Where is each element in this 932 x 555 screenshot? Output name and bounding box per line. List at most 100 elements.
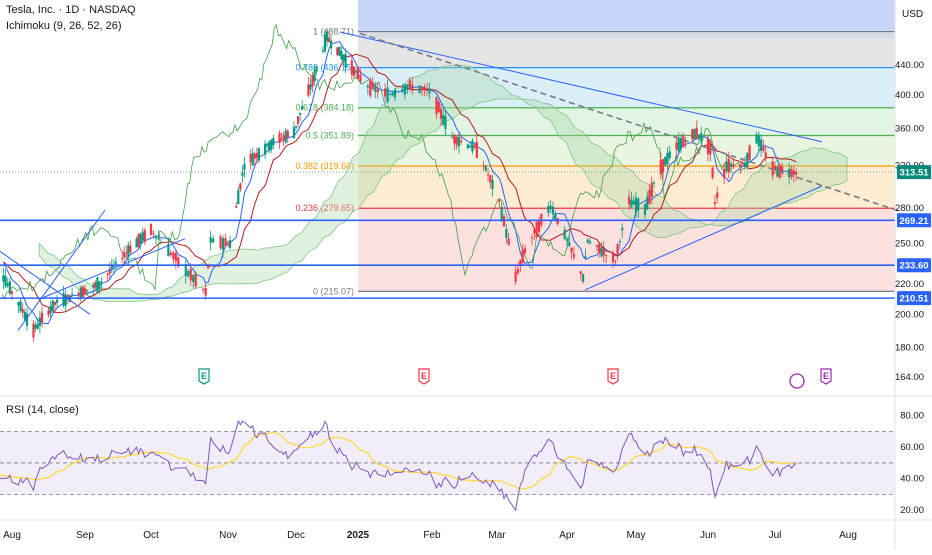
candle-body: [706, 138, 710, 155]
candle-body: [439, 109, 443, 119]
candle-body: [423, 86, 426, 91]
candle-body: [634, 197, 638, 213]
candle-body: [282, 135, 285, 139]
candle-body: [675, 142, 678, 150]
earnings-letter-3: E: [823, 371, 829, 381]
time-label-1: Sep: [76, 530, 94, 541]
candle-body: [792, 170, 795, 175]
candle-body: [668, 151, 671, 159]
candle-body: [388, 93, 392, 95]
candle-body: [652, 182, 656, 184]
candle-body: [219, 236, 222, 249]
candle-body: [189, 269, 192, 281]
symbol-title[interactable]: Tesla, Inc. · 1D · NASDAQ: [6, 4, 136, 16]
candle-body: [586, 239, 589, 243]
candle-body: [64, 294, 67, 307]
candle-body: [572, 253, 575, 258]
candle-body: [36, 323, 39, 329]
fib-label-5: 0.236 (279.65): [295, 203, 354, 213]
candle-body: [211, 238, 215, 243]
candle-body: [598, 243, 601, 253]
candle-body: [108, 269, 111, 274]
candle-body: [55, 299, 59, 304]
price-tick-9: 164.00: [895, 372, 924, 383]
time-label-5: 2025: [347, 530, 370, 541]
candle-body: [62, 293, 65, 306]
candle-body: [4, 276, 7, 287]
candle-body: [605, 255, 608, 257]
candle-body: [650, 182, 653, 197]
fib-zone-4: [358, 165, 895, 209]
candle-body: [81, 286, 84, 298]
candle-body: [600, 247, 603, 257]
candle-body: [172, 252, 175, 260]
price-tick-2: 360.00: [895, 123, 924, 134]
candle-body: [393, 89, 397, 98]
candle-body: [325, 31, 329, 42]
candle-body: [582, 274, 585, 282]
candle-body: [502, 216, 506, 227]
projected-trendline: [359, 32, 901, 213]
candle-body: [442, 115, 445, 125]
rsi-title[interactable]: RSI (14, close): [6, 404, 79, 416]
candle-body: [311, 75, 314, 87]
earnings-letter-2: E: [610, 371, 616, 381]
candle-body: [764, 152, 767, 159]
early-downtrend-line: [0, 250, 91, 315]
candle-body: [92, 284, 95, 288]
candle-body: [475, 141, 478, 158]
candle-body: [697, 134, 701, 139]
candle-body: [241, 172, 244, 176]
candle-body: [235, 206, 238, 208]
candle-body: [551, 206, 555, 215]
candle-body: [376, 89, 379, 93]
candle-body: [727, 158, 730, 173]
candle-body: [535, 221, 538, 238]
candle-body: [453, 134, 456, 144]
candle-body: [356, 67, 360, 79]
candle-body: [713, 202, 717, 204]
candle-body: [301, 106, 304, 110]
candle-body: [202, 289, 205, 291]
indicator-label[interactable]: Ichimoku (9, 26, 52, 26): [6, 20, 122, 32]
candle-body: [684, 141, 687, 143]
ichimoku-base-line: [3, 53, 797, 314]
candle-body: [359, 75, 362, 82]
candle-body: [521, 249, 524, 263]
candle-body: [280, 138, 283, 140]
fib-zone-1: [358, 67, 895, 108]
rsi-ma-line: [0, 431, 797, 490]
time-label-0: Aug: [3, 530, 21, 541]
candle-body: [523, 248, 527, 254]
candle-body: [354, 71, 358, 73]
rsi-tick-2: 40.00: [900, 474, 924, 485]
candle-body: [49, 305, 52, 314]
rsi-pane: [0, 419, 895, 512]
candle-body: [780, 166, 784, 174]
candle-body: [507, 238, 510, 245]
candle-body: [83, 288, 87, 295]
candle-body: [435, 97, 438, 115]
candle-body: [628, 196, 631, 205]
candle-body: [732, 164, 735, 168]
candle-body: [614, 261, 617, 263]
candle-body: [286, 130, 289, 138]
currency-label[interactable]: USD: [902, 9, 924, 20]
candle-body: [6, 283, 9, 286]
candle-body: [169, 252, 172, 256]
candle-body: [755, 134, 758, 144]
fib-label-0: 1 (488.71): [313, 27, 354, 37]
candle-body: [757, 135, 760, 147]
candle-body: [237, 189, 240, 205]
candle-body: [762, 147, 765, 151]
candle-body: [730, 163, 733, 167]
price-tag-2: [897, 258, 931, 273]
candle-body: [428, 88, 431, 94]
candle-body: [602, 248, 605, 256]
fib-label-3: 0.5 (351.89): [305, 131, 354, 141]
candle-body: [643, 204, 647, 215]
ascending-trendline: [584, 185, 823, 291]
candle-body: [519, 260, 522, 266]
candle-body: [307, 84, 310, 96]
